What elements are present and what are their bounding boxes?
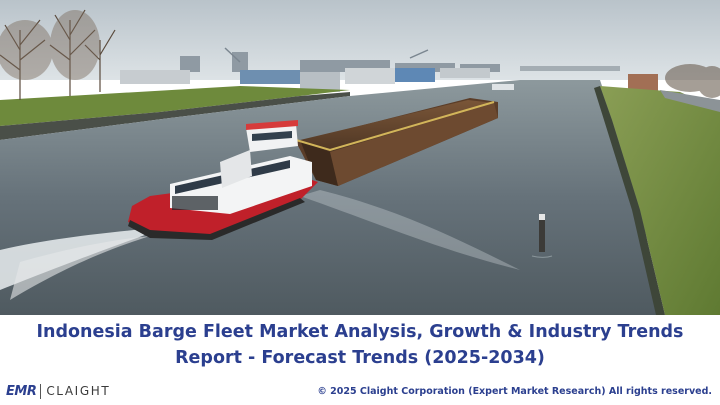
mooring-post bbox=[531, 214, 553, 258]
copyright-notice: © 2025 Claight Corporation (Expert Marke… bbox=[317, 386, 712, 397]
boat-wake bbox=[0, 190, 520, 300]
cargo-barge bbox=[295, 98, 498, 186]
report-title: Indonesia Barge Fleet Market Analysis, G… bbox=[20, 319, 700, 371]
harbor-buildings bbox=[120, 68, 658, 98]
right-bank-grass bbox=[600, 86, 720, 315]
logo-divider bbox=[40, 383, 42, 399]
trees-left bbox=[0, 9, 116, 100]
distant-boat bbox=[492, 84, 514, 90]
canal-water bbox=[0, 80, 660, 315]
claight-logo-text: CLAIGHT bbox=[46, 384, 111, 398]
report-title-line2: Report - Forecast Trends (2025-2034) bbox=[175, 348, 545, 368]
trees-right bbox=[665, 64, 720, 98]
tugboat bbox=[128, 120, 318, 240]
emr-logo-text: EMR bbox=[6, 383, 37, 399]
caption-panel bbox=[0, 315, 720, 405]
left-bank-grass bbox=[0, 86, 350, 126]
emr-claight-logo: EMR CLAIGHT bbox=[6, 381, 110, 401]
report-title-line1: Indonesia Barge Fleet Market Analysis, G… bbox=[36, 322, 684, 342]
barge-canal-photo bbox=[0, 0, 720, 315]
